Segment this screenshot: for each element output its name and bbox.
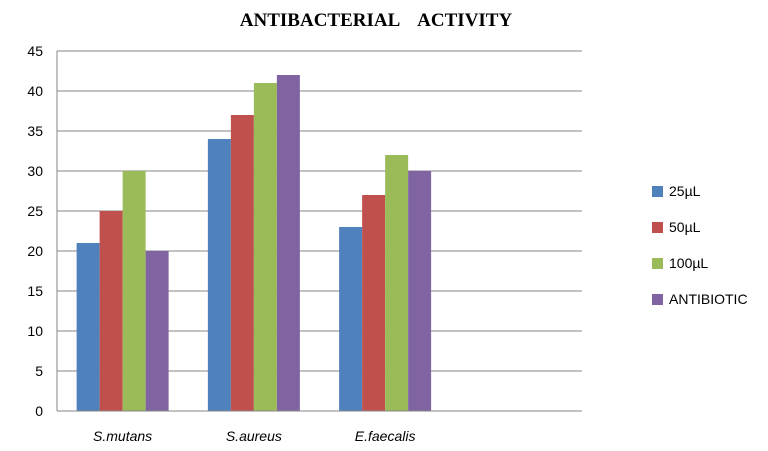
bar bbox=[253, 83, 277, 411]
bar bbox=[362, 195, 386, 411]
legend-label: 50µL bbox=[669, 219, 701, 235]
y-tick-label: 10 bbox=[27, 323, 43, 339]
y-tick-label: 5 bbox=[35, 363, 43, 379]
y-tick-label: 30 bbox=[27, 163, 43, 179]
chart-title: ANTIBACTERIAL ACTIVITY bbox=[240, 10, 513, 31]
y-tick-label: 35 bbox=[27, 123, 43, 139]
bar bbox=[207, 139, 231, 411]
category-label: S.mutans bbox=[93, 428, 152, 444]
legend-swatch bbox=[652, 222, 663, 233]
legend-label: 100µL bbox=[669, 255, 708, 271]
legend: 25µL 50µL 100µL ANTIBIOTIC bbox=[652, 183, 748, 307]
bar bbox=[408, 171, 432, 411]
bar bbox=[76, 243, 100, 411]
y-tick-label: 40 bbox=[27, 83, 43, 99]
bar bbox=[145, 251, 169, 411]
y-axis-ticks: 0 5 10 15 20 25 30 35 40 45 bbox=[27, 43, 43, 419]
y-tick-label: 0 bbox=[35, 403, 43, 419]
y-tick-label: 15 bbox=[27, 283, 43, 299]
bars bbox=[76, 75, 432, 411]
legend-swatch bbox=[652, 186, 663, 197]
bar bbox=[339, 227, 363, 411]
legend-swatch bbox=[652, 258, 663, 269]
axes bbox=[56, 51, 582, 412]
legend-label: ANTIBIOTIC bbox=[669, 291, 748, 307]
bar bbox=[385, 155, 409, 411]
category-label: S.aureus bbox=[226, 428, 282, 444]
bar bbox=[276, 75, 300, 411]
legend-swatch bbox=[652, 294, 663, 305]
category-label: E.faecalis bbox=[355, 428, 416, 444]
x-axis-categories: S.mutans S.aureus E.faecalis bbox=[93, 428, 415, 444]
legend-label: 25µL bbox=[669, 183, 701, 199]
y-tick-label: 45 bbox=[27, 43, 43, 59]
bar bbox=[99, 211, 123, 411]
y-tick-label: 20 bbox=[27, 243, 43, 259]
bar bbox=[230, 115, 254, 411]
y-tick-label: 25 bbox=[27, 203, 43, 219]
bar bbox=[122, 171, 146, 411]
